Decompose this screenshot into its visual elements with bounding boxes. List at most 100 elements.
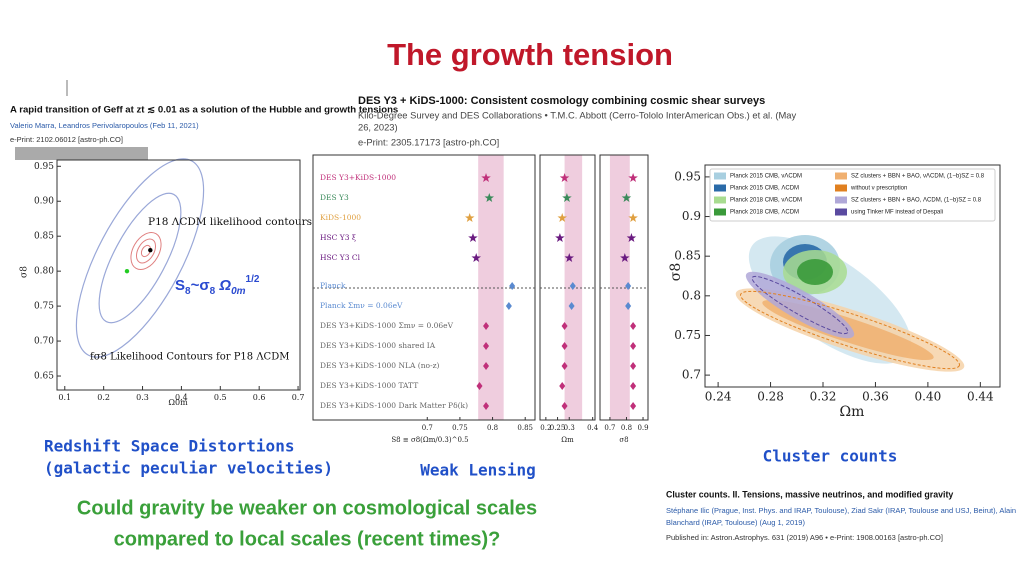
redaction-bar: [15, 147, 148, 160]
x-tick-label: 0.2: [540, 424, 551, 432]
star-marker: [484, 193, 494, 202]
caption: Redshift Space Distortions: [44, 437, 294, 456]
x-tick-label: 0.4: [175, 393, 188, 402]
question: Could gravity be weaker on cosmological …: [77, 497, 537, 519]
question: compared to local scales (recent times)?: [114, 528, 501, 550]
y-tick-label: 0.75: [34, 302, 54, 312]
diamond-marker: [476, 382, 483, 390]
row-label: DES Y3: [320, 193, 349, 202]
plot-annotation: fσ8 Likelihood Contours for P18 ΛCDM: [90, 352, 289, 363]
paper-title: Cluster counts. II. Tensions, massive ne…: [666, 489, 953, 499]
tension-band: [609, 155, 630, 420]
diamond-marker: [625, 282, 632, 290]
paper-authors: Stéphane Ilic (Prague, Inst. Phys. and I…: [666, 506, 1016, 515]
y-tick-label: 0.85: [674, 249, 701, 263]
paper-authors: Kilo-Degree Survey and DES Collaboration…: [358, 109, 796, 120]
legend-swatch: [714, 196, 726, 204]
star-marker: [471, 253, 481, 262]
x-tick-label: 0.2: [97, 393, 110, 402]
plot-frame: [704, 164, 1001, 388]
formula-part: 0m: [231, 286, 246, 297]
y-tick-label: 0.85: [34, 232, 54, 242]
x-tick-label: 0.7: [292, 393, 305, 402]
legend-entry: Planck 2015 CMB, νΛCDM: [730, 174, 802, 180]
diamond-marker: [509, 282, 516, 290]
point: [124, 268, 130, 274]
x-tick-label: 0.4: [587, 424, 599, 432]
x-tick-label: 0.85: [517, 424, 533, 432]
x-tick-label: 0.3: [136, 393, 149, 402]
legend-entry: Planck 2018 CMB, νΛCDM: [730, 198, 802, 204]
legend-entry: SZ clusters + BBN + BAO, νΛCDM, (1−b)SZ …: [851, 174, 985, 180]
legend-entry: Planck 2015 CMB, ΛCDM: [730, 186, 799, 192]
legend-swatch: [835, 208, 847, 216]
star-marker: [481, 173, 491, 182]
row-label: KiDS-1000: [320, 213, 361, 222]
paper-published: Published in: Astron.Astrophys. 631 (201…: [666, 533, 943, 542]
y-tick-label: 0.75: [674, 328, 701, 342]
star-marker: [621, 193, 632, 202]
y-tick-label: 0.70: [34, 337, 54, 347]
legend-entry: SZ clusters + BBN + BAO, ΛCDM, (1−b)SZ =…: [851, 198, 982, 204]
formula-part: 8: [185, 286, 191, 297]
x-axis-label: Ωm: [840, 404, 865, 420]
x-tick-label: 0.7: [604, 424, 615, 432]
star-marker: [628, 213, 638, 222]
row-label: HSC Y3 Cl: [320, 253, 361, 262]
x-axis-label: Ωm: [561, 436, 574, 444]
paper-eprint: e-Print: 2102.06012 [astro-ph.CO]: [10, 135, 123, 144]
row-label: DES Y3+KiDS-1000 TATT: [320, 381, 418, 390]
paper-authors: 26, 2023): [358, 121, 398, 132]
diamond-marker: [569, 282, 576, 290]
legend-entry: without ν prescription: [850, 186, 907, 192]
legend-swatch: [835, 196, 847, 204]
diamond-marker: [630, 322, 637, 330]
y-tick-label: 0.9: [682, 209, 701, 223]
row-label: Planck: [320, 281, 346, 290]
row-label: DES Y3+KiDS-1000 Dark Matter Pδ(k): [320, 401, 468, 410]
diamond-marker: [561, 322, 568, 330]
x-tick-label: 0.9: [637, 424, 648, 432]
diamond-marker: [483, 322, 490, 330]
caption: Weak Lensing: [420, 461, 536, 480]
legend-box: [709, 168, 996, 222]
legend-swatch: [835, 172, 847, 180]
diamond-marker: [630, 402, 637, 410]
y-tick-label: 0.7: [682, 368, 701, 382]
star-marker: [628, 173, 638, 182]
y-tick-label: 0.80: [34, 267, 54, 277]
star-marker: [562, 193, 572, 202]
row-label: DES Y3+KiDS-1000: [320, 173, 396, 182]
diamond-marker: [483, 362, 490, 370]
star-marker: [555, 233, 565, 242]
x-tick-label: 0.25: [550, 424, 566, 432]
caption: (galactic peculiar velocities): [44, 459, 333, 478]
x-tick-label: 0.28: [757, 390, 784, 404]
x-axis-label: Ω0m: [168, 398, 188, 407]
row-label: DES Y3+KiDS-1000 shared IA: [320, 341, 436, 350]
slide-title: The growth tension: [387, 37, 673, 72]
row-label: DES Y3+KiDS-1000 Σmν = 0.06eV: [320, 321, 454, 330]
x-tick-label: 0.44: [967, 390, 994, 404]
diamond-marker: [561, 362, 568, 370]
diamond-marker: [630, 362, 637, 370]
formula-part: S: [175, 277, 185, 294]
formula-part: 1/2: [246, 274, 260, 285]
x-tick-label: 0.36: [862, 390, 889, 404]
legend-entry: using Tinker MF instead of Despali: [851, 210, 943, 216]
y-tick-label: 0.90: [34, 197, 54, 207]
diamond-marker: [630, 342, 637, 350]
formula: S8~σ8 Ω0m1/2: [175, 274, 260, 297]
x-tick-label: 0.24: [705, 390, 732, 404]
star-marker: [620, 253, 630, 262]
plot-frame: [56, 159, 301, 391]
x-tick-label: 0.75: [452, 424, 468, 432]
row-label: DES Y3+KiDS-1000 NLA (no-z): [320, 361, 440, 370]
paper-eprint: e-Print: 2305.17173 [astro-ph.CO]: [358, 136, 499, 147]
star-marker: [468, 233, 478, 242]
star-marker: [564, 253, 574, 262]
x-tick-label: 0.5: [214, 393, 227, 402]
diamond-marker: [561, 402, 568, 410]
x-tick-label: 0.3: [564, 424, 575, 432]
star-marker: [557, 213, 567, 222]
